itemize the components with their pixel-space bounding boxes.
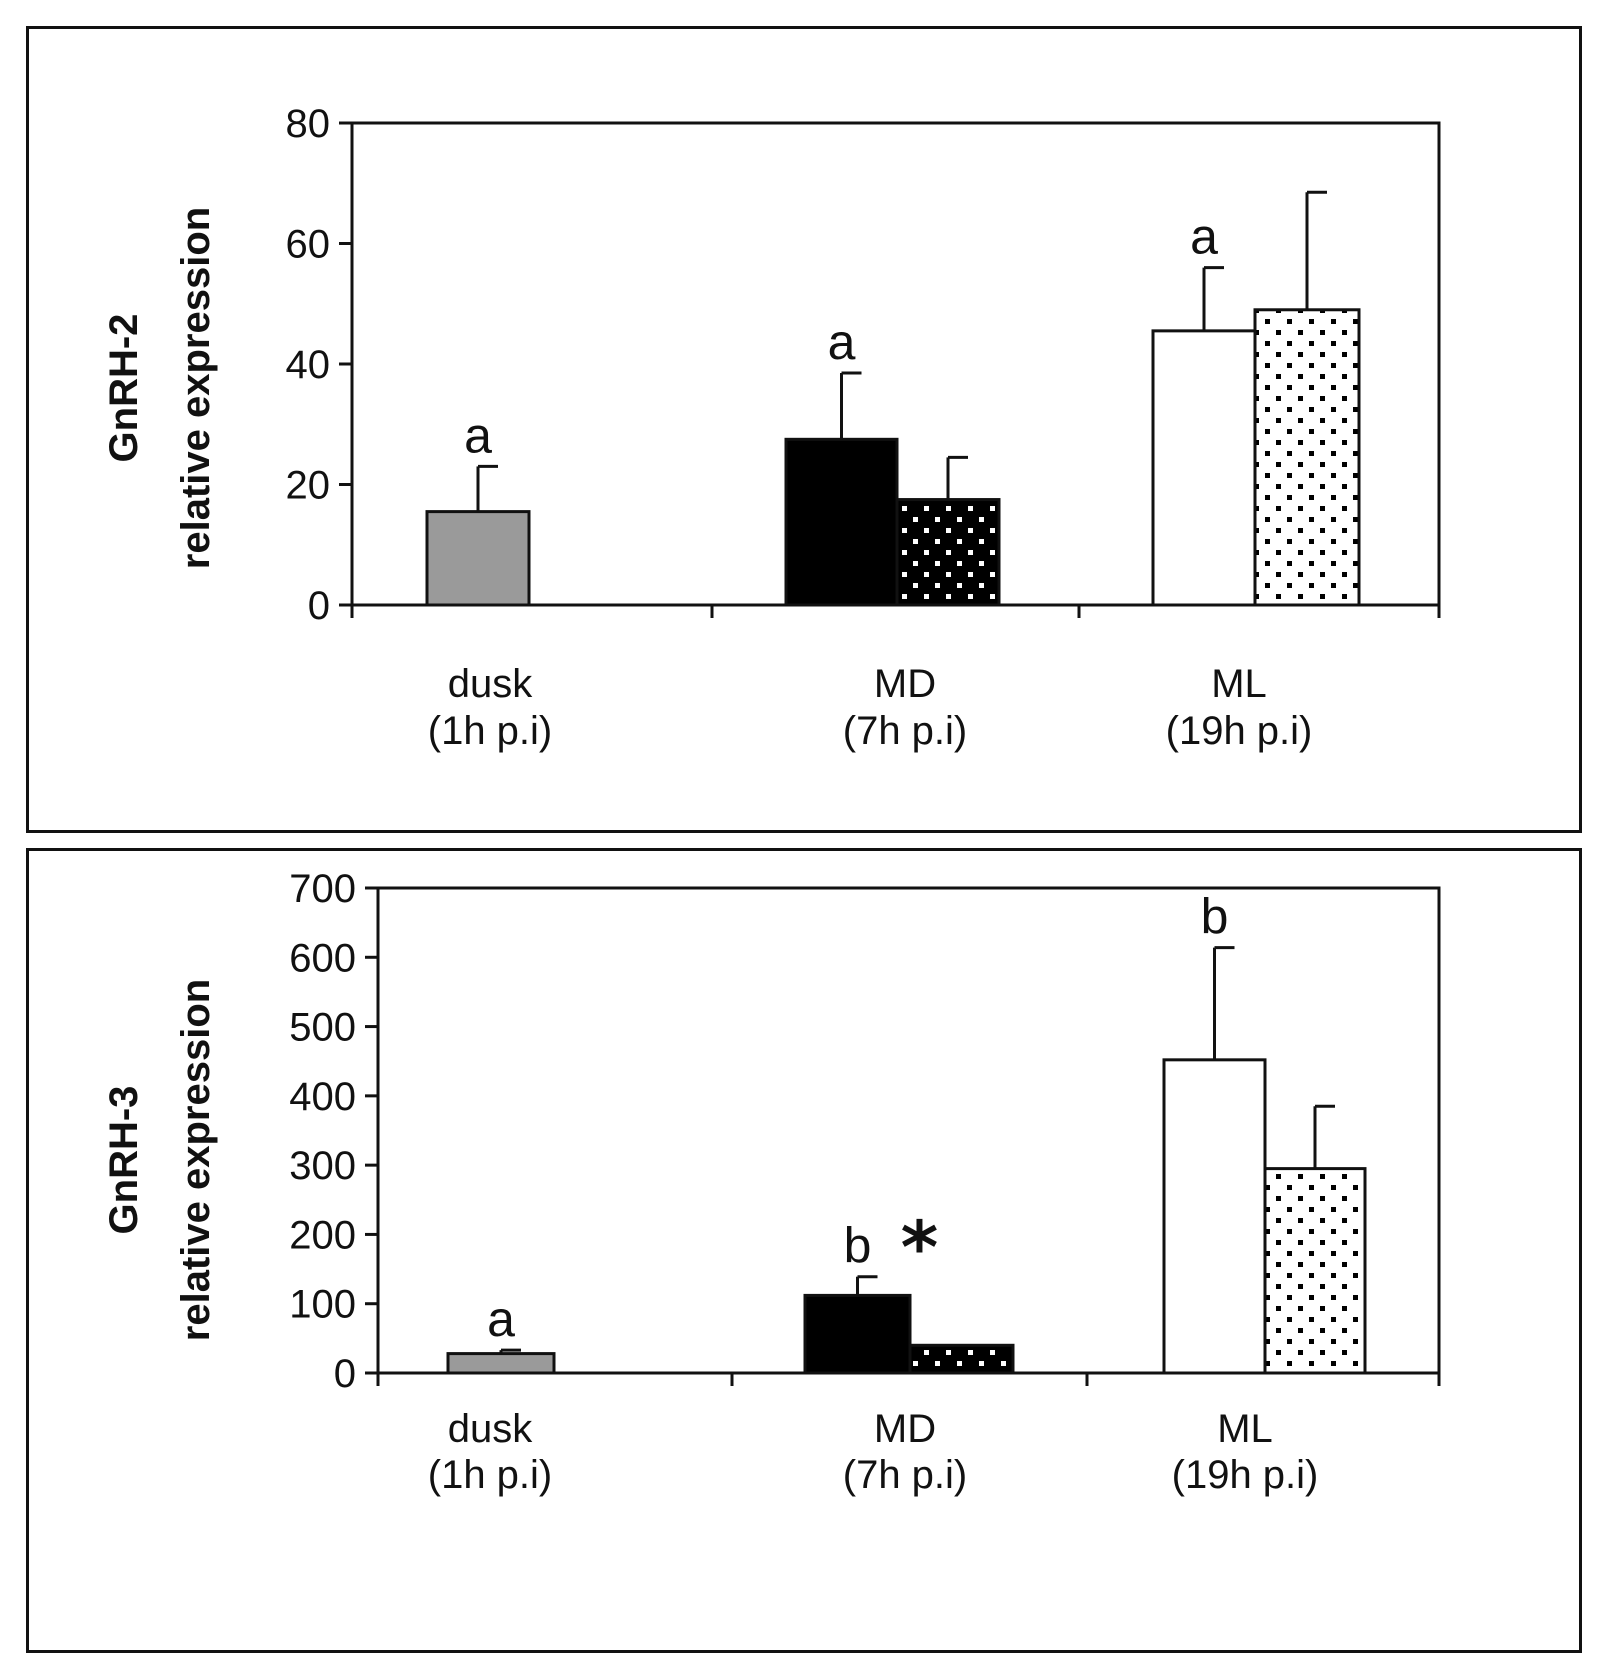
y-axis-label-line2: relative expression — [174, 979, 218, 1341]
category-label-time: (7h p.i) — [843, 1453, 968, 1497]
significance-letter: a — [1190, 209, 1218, 265]
significance-letter: a — [487, 1291, 515, 1347]
y-tick-label: 80 — [286, 102, 331, 146]
bar — [425, 510, 531, 607]
y-axis-label-line1: GnRH-2 — [102, 314, 146, 463]
gnrh3-panel: 0 100 200 300 400 500 600 700 GnRH-3 relative exp… — [26, 848, 1582, 1653]
y-tick-label: 40 — [286, 343, 331, 387]
bar — [803, 1293, 912, 1375]
category-label-time: (1h p.i) — [428, 709, 553, 753]
bar — [784, 437, 899, 607]
y-tick-label: 20 — [286, 464, 331, 508]
category-label-time: (7h p.i) — [843, 709, 968, 753]
bar — [1263, 1167, 1367, 1375]
bar — [1253, 308, 1361, 607]
category-label-name: MD — [874, 1407, 936, 1451]
category-label-time: (19h p.i) — [1172, 1453, 1319, 1497]
y-axis-label-line1: GnRH-3 — [102, 1086, 146, 1235]
y-tick-label: 0 — [308, 584, 330, 628]
y-tick-label: 0 — [334, 1352, 356, 1396]
y-tick-label: 700 — [289, 867, 356, 911]
bar — [446, 1352, 556, 1375]
category-label-time: (1h p.i) — [428, 1453, 553, 1497]
y-tick-label: 600 — [289, 936, 356, 980]
gnrh2-panel: 0 20 40 60 80 GnRH-2 relative expression dusk (1… — [26, 26, 1582, 833]
y-tick-label: 300 — [289, 1144, 356, 1188]
significance-letter: b — [1201, 889, 1229, 945]
category-label-name: dusk — [448, 662, 533, 706]
category-label-name: MD — [874, 662, 936, 706]
significance-asterisk: * — [901, 1206, 939, 1290]
bar — [895, 498, 1001, 607]
category-label-name: ML — [1217, 1407, 1273, 1451]
significance-letter: a — [464, 407, 492, 463]
significance-letter: a — [828, 314, 856, 370]
y-tick-label: 60 — [286, 223, 331, 267]
category-label-name: dusk — [448, 1407, 533, 1451]
y-tick-label: 200 — [289, 1213, 356, 1257]
bar — [908, 1343, 1015, 1375]
category-label-name: ML — [1211, 662, 1267, 706]
y-axis-label-line2: relative expression — [174, 207, 218, 569]
bar — [1162, 1058, 1267, 1375]
gnrh3-chart: 0 100 200 300 400 500 600 700 GnRH-3 relative exp… — [102, 867, 1441, 1497]
category-label-time: (19h p.i) — [1166, 709, 1313, 753]
y-tick-label: 100 — [289, 1283, 356, 1327]
y-tick-label: 400 — [289, 1075, 356, 1119]
significance-letter: b — [844, 1218, 872, 1274]
bar — [1151, 329, 1257, 607]
y-tick-label: 500 — [289, 1006, 356, 1050]
